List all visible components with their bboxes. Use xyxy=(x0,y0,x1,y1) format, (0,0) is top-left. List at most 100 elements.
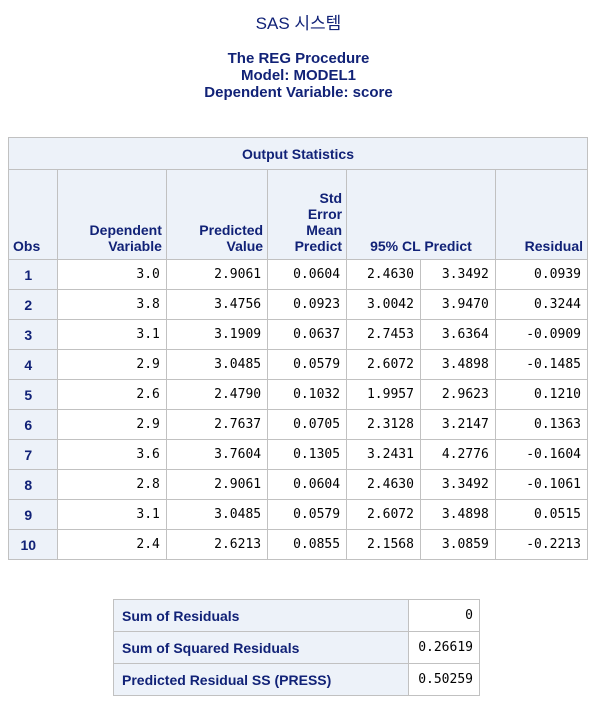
obs-cell: 6 xyxy=(8,409,58,440)
table-row: 1 3.0 2.9061 0.0604 2.4630 3.3492 0.0939 xyxy=(8,259,589,290)
table-row: 8 2.8 2.9061 0.0604 2.4630 3.3492 -0.1061 xyxy=(8,469,589,500)
summary-value: 0 xyxy=(408,599,480,632)
std-error-cell: 0.0604 xyxy=(267,469,348,500)
predicted-value-cell: 2.4790 xyxy=(165,379,269,410)
column-header-std-error-mean-predict: Std Error Mean Predict xyxy=(267,169,348,260)
predicted-value-cell: 3.1909 xyxy=(165,319,269,350)
dependent-variable-label: Dependent Variable: score xyxy=(204,84,393,101)
lower-cl-cell: 2.6072 xyxy=(346,349,421,380)
dependent-variable-cell: 2.8 xyxy=(56,469,167,500)
procedure-title: The REG Procedure Model: MODEL1 Dependen… xyxy=(0,51,597,102)
residual-cell: -0.0909 xyxy=(494,319,589,350)
column-header-predicted-value: Predicted Value xyxy=(165,169,269,260)
system-title: SAS 시스템 xyxy=(255,14,342,33)
std-error-cell: 0.0637 xyxy=(267,319,348,350)
predicted-value-cell: 3.0485 xyxy=(165,499,269,530)
upper-cl-cell: 3.4898 xyxy=(419,499,496,530)
upper-cl-cell: 3.2147 xyxy=(419,409,496,440)
dependent-variable-cell: 2.9 xyxy=(56,409,167,440)
summary-row: Sum of Residuals 0 xyxy=(113,599,480,632)
obs-cell: 8 xyxy=(8,469,58,500)
model-name: Model: MODEL1 xyxy=(241,67,356,84)
residual-cell: -0.1061 xyxy=(494,469,589,500)
obs-cell: 2 xyxy=(8,289,58,320)
residual-cell: 0.3244 xyxy=(494,289,589,320)
dependent-variable-cell: 3.8 xyxy=(56,289,167,320)
predicted-value-cell: 2.7637 xyxy=(165,409,269,440)
summary-label: Sum of Residuals xyxy=(113,599,409,632)
column-header-obs: Obs xyxy=(8,169,58,260)
predicted-value-cell: 3.7604 xyxy=(165,439,269,470)
procedure-name: The REG Procedure xyxy=(227,50,370,67)
std-error-cell: 0.0579 xyxy=(267,349,348,380)
lower-cl-cell: 2.6072 xyxy=(346,499,421,530)
std-error-cell: 0.0705 xyxy=(267,409,348,440)
upper-cl-cell: 4.2776 xyxy=(419,439,496,470)
table-caption: Output Statistics xyxy=(8,137,588,170)
std-error-cell: 0.1305 xyxy=(267,439,348,470)
summary-value: 0.26619 xyxy=(408,631,480,664)
std-error-cell: 0.0604 xyxy=(267,259,348,290)
table-row: 4 2.9 3.0485 0.0579 2.6072 3.4898 -0.1485 xyxy=(8,349,589,380)
dependent-variable-cell: 3.0 xyxy=(56,259,167,290)
table-row: 5 2.6 2.4790 0.1032 1.9957 2.9623 0.1210 xyxy=(8,379,589,410)
upper-cl-cell: 3.9470 xyxy=(419,289,496,320)
dependent-variable-cell: 2.6 xyxy=(56,379,167,410)
upper-cl-cell: 3.3492 xyxy=(419,259,496,290)
lower-cl-cell: 3.2431 xyxy=(346,439,421,470)
table-row: 3 3.1 3.1909 0.0637 2.7453 3.6364 -0.0909 xyxy=(8,319,589,350)
predicted-value-cell: 2.6213 xyxy=(165,529,269,560)
upper-cl-cell: 2.9623 xyxy=(419,379,496,410)
summary-label: Predicted Residual SS (PRESS) xyxy=(113,663,409,696)
predicted-value-cell: 2.9061 xyxy=(165,469,269,500)
table-row: 10 2.4 2.6213 0.0855 2.1568 3.0859 -0.2213 xyxy=(8,529,589,560)
obs-cell: 4 xyxy=(8,349,58,380)
dependent-variable-cell: 3.1 xyxy=(56,499,167,530)
obs-cell: 1 xyxy=(8,259,58,290)
summary-label: Sum of Squared Residuals xyxy=(113,631,409,664)
summary-value: 0.50259 xyxy=(408,663,480,696)
table-row: 2 3.8 3.4756 0.0923 3.0042 3.9470 0.3244 xyxy=(8,289,589,320)
residual-cell: 0.0939 xyxy=(494,259,589,290)
upper-cl-cell: 3.4898 xyxy=(419,349,496,380)
std-error-cell: 0.0923 xyxy=(267,289,348,320)
output-statistics-table: Output Statistics Obs Dependent Variable … xyxy=(8,137,589,560)
obs-cell: 7 xyxy=(8,439,58,470)
lower-cl-cell: 2.4630 xyxy=(346,259,421,290)
lower-cl-cell: 2.4630 xyxy=(346,469,421,500)
lower-cl-cell: 3.0042 xyxy=(346,289,421,320)
residual-cell: -0.1485 xyxy=(494,349,589,380)
residual-cell: -0.1604 xyxy=(494,439,589,470)
obs-cell: 9 xyxy=(8,499,58,530)
dependent-variable-cell: 2.4 xyxy=(56,529,167,560)
std-error-cell: 0.0579 xyxy=(267,499,348,530)
table-row: 9 3.1 3.0485 0.0579 2.6072 3.4898 0.0515 xyxy=(8,499,589,530)
obs-cell: 3 xyxy=(8,319,58,350)
lower-cl-cell: 2.3128 xyxy=(346,409,421,440)
output-statistics-body: 1 3.0 2.9061 0.0604 2.4630 3.3492 0.0939 2 3.8 3.… xyxy=(8,259,589,560)
dependent-variable-cell: 3.6 xyxy=(56,439,167,470)
summary-row: Predicted Residual SS (PRESS) 0.50259 xyxy=(113,663,480,696)
lower-cl-cell: 1.9957 xyxy=(346,379,421,410)
residual-cell: 0.0515 xyxy=(494,499,589,530)
column-header-residual: Residual xyxy=(494,169,589,260)
predicted-value-cell: 2.9061 xyxy=(165,259,269,290)
residual-cell: -0.2213 xyxy=(494,529,589,560)
column-header-dependent-variable: Dependent Variable xyxy=(56,169,167,260)
column-header-95-cl-predict: 95% CL Predict xyxy=(346,169,496,260)
residual-cell: 0.1363 xyxy=(494,409,589,440)
predicted-value-cell: 3.4756 xyxy=(165,289,269,320)
table-row: 7 3.6 3.7604 0.1305 3.2431 4.2776 -0.1604 xyxy=(8,439,589,470)
std-error-cell: 0.1032 xyxy=(267,379,348,410)
table-row: 6 2.9 2.7637 0.0705 2.3128 3.2147 0.1363 xyxy=(8,409,589,440)
upper-cl-cell: 3.3492 xyxy=(419,469,496,500)
lower-cl-cell: 2.1568 xyxy=(346,529,421,560)
predicted-value-cell: 3.0485 xyxy=(165,349,269,380)
summary-row: Sum of Squared Residuals 0.26619 xyxy=(113,631,480,664)
lower-cl-cell: 2.7453 xyxy=(346,319,421,350)
upper-cl-cell: 3.0859 xyxy=(419,529,496,560)
upper-cl-cell: 3.6364 xyxy=(419,319,496,350)
dependent-variable-cell: 3.1 xyxy=(56,319,167,350)
residual-cell: 0.1210 xyxy=(494,379,589,410)
obs-cell: 5 xyxy=(8,379,58,410)
